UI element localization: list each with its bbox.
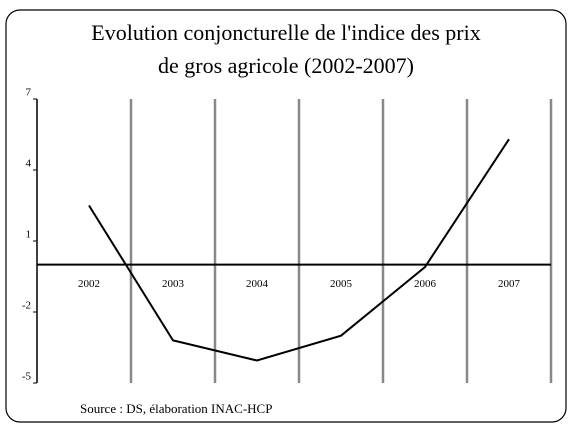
data-line: [88, 138, 510, 362]
y-tick-label: -2: [22, 300, 31, 312]
y-tick-label: 7: [26, 87, 32, 99]
x-tick-label: 2007: [498, 278, 521, 290]
y-tick-label: -5: [22, 371, 32, 383]
frame: [5, 9, 567, 423]
chart-title: de gros agricole (2002-2007): [158, 53, 414, 78]
x-tick-label: 2003: [162, 278, 185, 290]
y-tick-label: 1: [26, 229, 32, 241]
source-note: Source : DS, élaboration INAC-HCP: [80, 401, 272, 416]
x-tick-label: 2004: [246, 278, 269, 290]
x-tick-label: 2002: [78, 278, 100, 290]
x-tick-label: 2006: [414, 278, 437, 290]
y-tick-label: 4: [26, 158, 32, 170]
chart-title: Evolution conjoncturelle de l'indice des…: [91, 20, 480, 45]
x-tick-label: 2005: [330, 278, 353, 290]
